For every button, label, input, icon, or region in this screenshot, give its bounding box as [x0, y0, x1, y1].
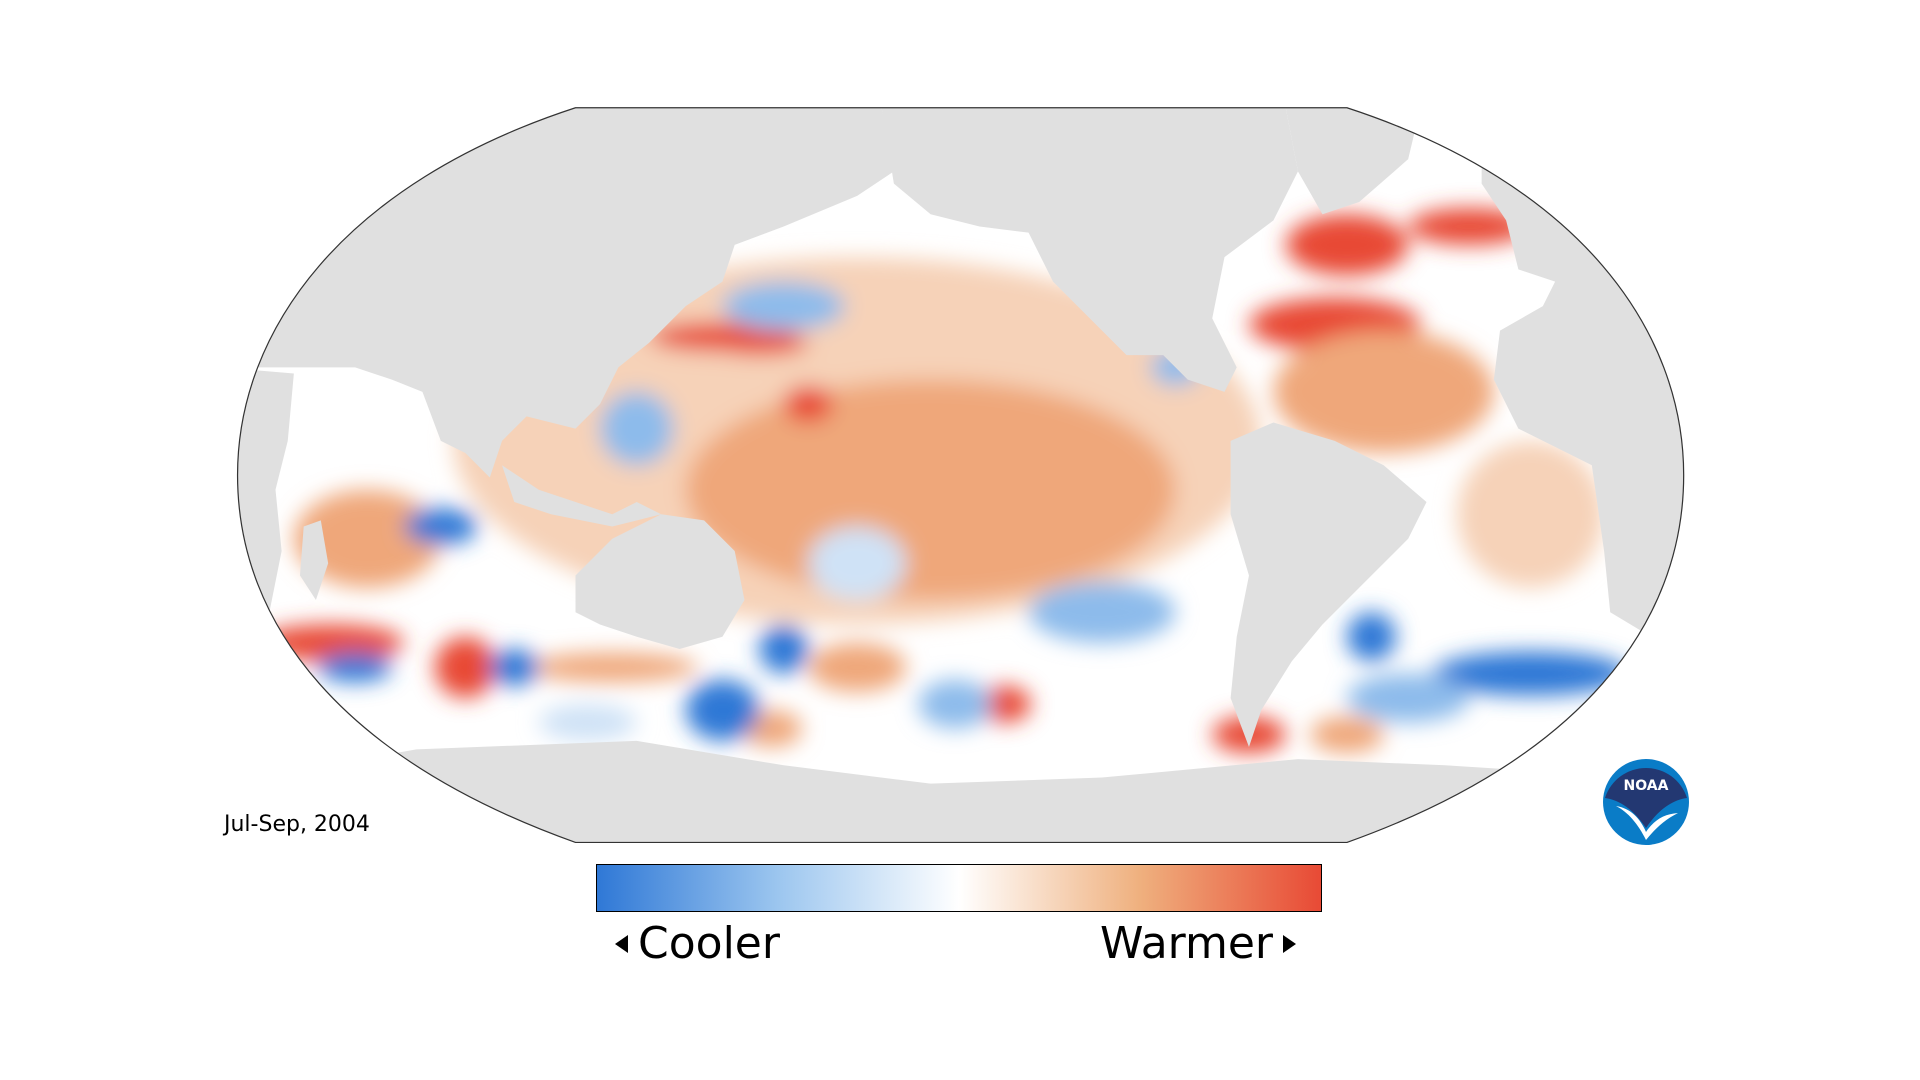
anomaly-region — [1346, 612, 1396, 662]
arrow-left-icon — [615, 934, 628, 953]
anomaly-region — [293, 489, 441, 588]
anomaly-region — [918, 465, 1115, 564]
australia — [575, 514, 745, 649]
svg-text:NOAA: NOAA — [1624, 778, 1669, 794]
anomaly-region — [404, 508, 478, 545]
anomaly-region — [600, 391, 674, 466]
anomaly-region — [808, 642, 907, 692]
cooler-label: Cooler — [638, 918, 780, 969]
anomaly-region — [808, 526, 907, 600]
anomaly-region — [489, 648, 539, 686]
south-america — [1230, 422, 1427, 747]
color-scale-bar — [596, 864, 1322, 912]
anomaly-region — [257, 624, 405, 662]
anomaly-region — [434, 636, 496, 698]
anomaly-region — [538, 704, 637, 741]
anomaly-region — [1028, 581, 1176, 643]
anomaly-region — [1346, 673, 1470, 723]
warmer-legend: Warmer — [1100, 918, 1296, 969]
anomaly-region — [1285, 214, 1409, 276]
north-america — [881, 107, 1298, 392]
cooler-legend: Cooler — [615, 918, 780, 969]
anomaly-region — [1310, 716, 1384, 754]
anomaly-region — [1273, 330, 1494, 454]
greenland — [1285, 107, 1421, 215]
madagascar — [300, 520, 329, 600]
antarctica — [237, 740, 1684, 843]
warmer-label: Warmer — [1100, 918, 1273, 969]
anomaly-region — [526, 652, 698, 683]
arrow-right-icon — [1283, 934, 1296, 953]
anomaly-region — [1457, 440, 1605, 588]
anomaly-region — [710, 330, 809, 356]
anomaly-region — [783, 385, 833, 423]
noaa-logo: NOAA — [1603, 759, 1689, 845]
anomaly-region — [1432, 651, 1629, 696]
anomaly-region — [318, 652, 392, 683]
anomaly-region — [918, 679, 992, 729]
southeast-asia — [502, 465, 662, 527]
anomaly-region — [759, 624, 809, 674]
anomaly-region — [722, 281, 845, 331]
anomaly-region — [1408, 208, 1531, 245]
anomaly-region — [977, 685, 1032, 723]
anomaly-region — [685, 679, 760, 741]
anomaly-region — [685, 379, 1176, 600]
period-label: Jul-Sep, 2004 — [224, 812, 370, 837]
